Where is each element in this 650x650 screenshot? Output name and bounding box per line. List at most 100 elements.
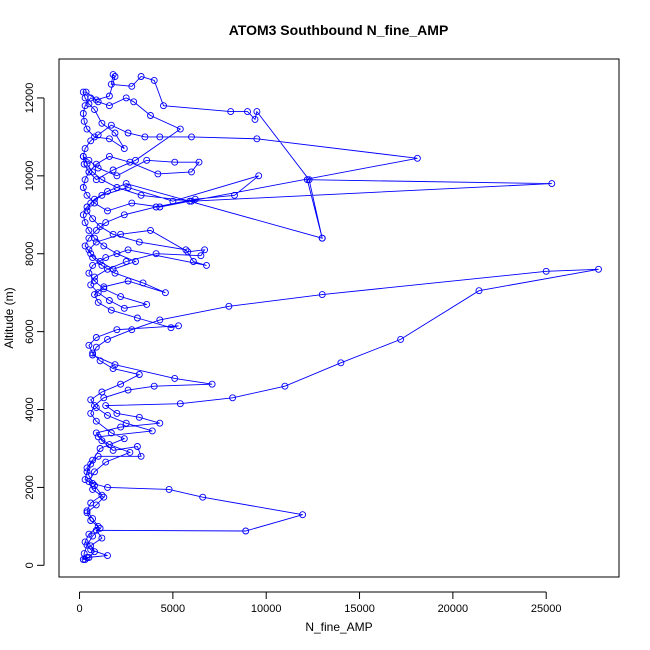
data-point [208,380,216,388]
data-point [176,125,184,133]
data-point [94,98,102,106]
data-point [92,160,100,168]
data-point [122,258,130,265]
plot-area [58,58,620,578]
data-point [100,285,108,293]
data-point [132,258,139,265]
data-point [156,133,164,141]
data-point [91,291,98,299]
data-point [318,291,326,299]
data-point [96,258,104,265]
data-point [91,106,98,114]
data-point [83,160,91,168]
data-point [102,219,110,227]
data-point [147,112,154,119]
data-point [133,443,141,450]
data-point [113,250,121,258]
data-point [281,382,289,390]
data-point [137,191,145,199]
data-point [102,458,110,466]
data-point [120,304,128,312]
data-point [122,419,130,427]
data-point [91,468,98,476]
data-point [87,250,95,258]
data-point [92,226,100,234]
data-point [85,478,93,486]
data-point [83,203,91,211]
data-point [167,324,175,332]
data-point [189,258,197,265]
data-point [92,429,100,437]
y-tick-label: 12000 [24,83,36,114]
x-tick-label: 15000 [344,603,375,615]
data-point [413,154,421,162]
data-point [253,108,261,116]
data-point [175,322,182,330]
data-point [156,203,164,211]
data-point [87,546,95,554]
data-point [195,158,203,166]
data-point [87,542,95,550]
data-point [87,517,95,524]
data-point [124,386,132,394]
data-point [83,125,91,133]
data-point [305,176,313,184]
data-point [156,316,164,324]
data-point [81,145,89,153]
data-point [91,133,98,141]
y-tick-label: 6000 [24,319,36,343]
y-axis: 0 2000 4000 6000 8000 10000 12000 [24,83,45,568]
data-point [98,491,106,499]
data-point [83,464,91,472]
data-point [152,250,160,258]
data-point [141,133,149,141]
data-point [122,94,130,102]
data-point [100,242,108,250]
data-point [132,156,139,164]
data-point [100,493,108,501]
data-point [171,374,179,382]
data-point [89,532,97,540]
data-point [102,402,110,410]
data-point [91,482,98,489]
data-point [255,172,263,180]
data-point [85,530,93,538]
data-point [253,135,261,143]
data-point [201,246,209,254]
data-point [542,267,550,275]
data-point [85,341,93,349]
data-point [91,277,98,285]
data-point [109,166,117,174]
data-point [92,417,100,425]
data-point [124,184,132,191]
data-point [83,191,91,199]
data-point [85,226,93,234]
data-point [337,359,345,367]
data-point [126,448,134,456]
data-point [81,476,89,484]
data-point [83,468,91,476]
data-point [117,423,125,431]
data-point [150,382,158,390]
y-tick-label: 4000 [24,397,36,421]
data-point [156,419,164,427]
data-point [111,73,119,80]
data-point [139,279,147,287]
data-point [98,437,106,445]
data-point [89,254,97,262]
data-point [94,522,102,530]
data-point [128,199,136,207]
x-tick-label: 20000 [438,603,469,615]
data-point [92,96,100,104]
series-layer [79,71,602,563]
data-point [89,168,97,176]
data-point [89,261,97,269]
data-point [104,207,111,215]
series-line-0 [82,73,599,561]
data-point [197,252,205,260]
data-point [111,269,119,277]
data-point [548,180,556,188]
data-point [98,119,106,127]
data-point [152,203,160,211]
